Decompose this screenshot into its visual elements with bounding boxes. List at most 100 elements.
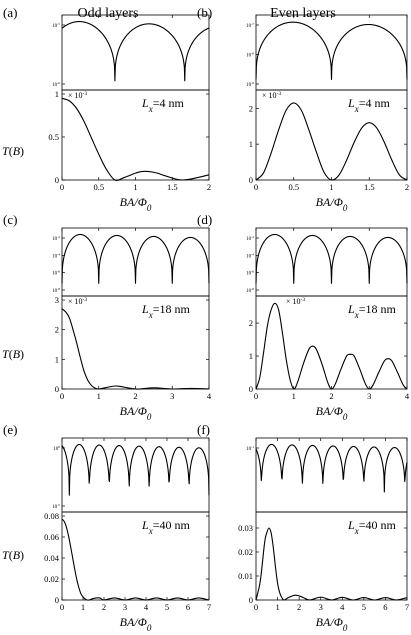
- log-series-line: [255, 443, 408, 493]
- y-tick-label: 2: [55, 325, 59, 335]
- x-tick-label: 5: [165, 602, 169, 612]
- transmission-series-line: [61, 308, 210, 390]
- y-tick-label: 0.02: [44, 574, 59, 584]
- log-series-line: [61, 21, 210, 82]
- x-tick-label: 3: [367, 391, 371, 401]
- panel-label: (b): [197, 5, 212, 20]
- y-tick-label: 2: [249, 103, 253, 113]
- y-tick-label: 0.06: [44, 532, 59, 542]
- y-tick-label: 1: [249, 351, 253, 361]
- y-tick-label: 0: [55, 384, 59, 394]
- linear-panel-frame: [61, 89, 210, 181]
- log-series-line: [255, 21, 408, 81]
- log-tick-label: 10-7: [246, 22, 254, 29]
- y-tick-label: 0.02: [238, 547, 253, 557]
- annotation-Lx: Lx=40 nm: [141, 518, 190, 536]
- x-axis-label: BA/Φ0: [316, 195, 348, 213]
- log-series-line: [61, 443, 210, 496]
- scale-multiplier: × 10-3: [68, 297, 87, 306]
- x-tick-label: 6: [383, 602, 387, 612]
- log-tick-label: 10-8: [246, 287, 254, 294]
- x-tick-label: 4: [144, 602, 149, 612]
- x-tick-label: 4: [340, 602, 345, 612]
- x-tick-label: 1: [81, 602, 85, 612]
- annotation-Lx: Lx=4 nm: [347, 96, 390, 114]
- y-tick-label: 0: [249, 175, 253, 185]
- panel-label: (d): [197, 212, 212, 227]
- x-tick-label: 0.5: [93, 182, 104, 192]
- annotation-Lx: Lx=4 nm: [141, 96, 184, 114]
- column-title-even: Even layers: [270, 6, 336, 21]
- panel-5: (f) 10-1 0 0.01 0.02 0.03 0 1 2 3 4 5 6 7 BA/Φ0 Lx=40 n…: [197, 422, 409, 633]
- x-axis-label: BA/Φ0: [120, 195, 152, 213]
- y-axis-label-1: T(B): [2, 347, 24, 361]
- x-tick-label: 2: [297, 602, 301, 612]
- y-axis-label-0: T(B): [2, 144, 24, 158]
- y-tick-label: 0.03: [238, 523, 253, 533]
- panel-3: (d) 10-2 10-4 10-6 10-8 0 1 2 0 1 2 3 4 BA/Φ0 Lx=18 nm…: [197, 212, 410, 422]
- x-tick-label: 1: [133, 182, 137, 192]
- y-tick-label: 0.5: [48, 132, 59, 142]
- log-tick-label: 10-8: [52, 287, 60, 294]
- transmission-series-line: [255, 527, 408, 601]
- log-tick-label: 10-6: [246, 270, 254, 277]
- log-tick-label: 10-6: [52, 270, 60, 277]
- y-tick-label: 1: [249, 139, 253, 149]
- annotation-Lx: Lx=18 nm: [347, 302, 396, 320]
- log-tick-label: 10-2: [246, 235, 254, 242]
- y-tick-label: 0: [55, 595, 59, 605]
- y-tick-label: 0.08: [44, 511, 59, 521]
- x-tick-label: 4: [207, 391, 212, 401]
- panel-0: (a) 10-5 10-6 0 0.5 1 0 0.5 1 1.5 2 BA/Φ0 Lx=4 nm × 1…: [3, 5, 211, 213]
- x-tick-label: 7: [405, 602, 409, 612]
- annotation-Lx: Lx=18 nm: [141, 302, 190, 320]
- panel-label: (e): [3, 422, 17, 437]
- transmission-series-line: [61, 97, 210, 181]
- y-tick-label: 2: [249, 318, 253, 328]
- panel-label: (a): [3, 5, 17, 20]
- y-tick-label: 0.01: [238, 571, 253, 581]
- x-tick-label: 0: [60, 602, 64, 612]
- panel-label: (f): [197, 422, 210, 437]
- y-tick-label: 0: [55, 175, 59, 185]
- x-tick-label: 0: [254, 391, 258, 401]
- y-tick-label: 0: [249, 595, 253, 605]
- log-tick-label: 100: [53, 445, 60, 452]
- x-tick-label: 0.5: [288, 182, 299, 192]
- transmission-series-line: [61, 518, 210, 601]
- x-tick-label: 1: [329, 182, 333, 192]
- log-tick-label: 10-1: [246, 445, 254, 452]
- x-axis-label: BA/Φ0: [316, 615, 348, 633]
- x-tick-label: 0: [254, 602, 258, 612]
- log-tick-label: 10-6: [52, 81, 60, 88]
- panel-2: (c) 10-2 10-4 10-6 10-8 0 1 2 3 0 1 2 3 4 BA/Φ0 Lx=18 n…: [3, 212, 212, 422]
- x-tick-label: 2: [405, 182, 409, 192]
- x-tick-label: 6: [186, 602, 190, 612]
- x-tick-label: 2: [133, 391, 137, 401]
- y-tick-label: 1: [55, 89, 59, 99]
- transmission-series-line: [255, 302, 408, 390]
- panel-4: (e) 100 10-5 0 0.02 0.04 0.06 0.08 0 1 2 3 4 5 6 7 BA/Φ0…: [3, 422, 211, 633]
- log-tick-label: 10-8: [246, 52, 254, 59]
- log-tick-label: 10-5: [52, 22, 60, 29]
- x-tick-label: 1: [275, 602, 279, 612]
- transmission-series-line: [255, 102, 408, 181]
- log-series-line: [255, 233, 408, 284]
- y-axis-label-2: T(B): [2, 548, 24, 562]
- x-axis-label: BA/Φ0: [120, 615, 152, 633]
- x-tick-label: 3: [123, 602, 127, 612]
- x-tick-label: 0: [254, 182, 258, 192]
- x-tick-label: 5: [362, 602, 366, 612]
- scale-multiplier: × 10-3: [286, 297, 305, 306]
- y-tick-label: 0: [249, 384, 253, 394]
- log-tick-label: 10-5: [52, 503, 60, 510]
- panel-1: (b) 10-7 10-8 10-9 0 1 2 0 0.5 1 1.5 2 BA/Φ0 Lx=4 nm ×…: [197, 5, 409, 213]
- x-tick-label: 4: [405, 391, 410, 401]
- annotation-Lx: Lx=40 nm: [347, 518, 396, 536]
- log-tick-label: 10-9: [246, 81, 254, 88]
- log-series-line: [61, 233, 210, 284]
- x-axis-label: BA/Φ0: [120, 404, 152, 422]
- x-tick-label: 1: [292, 391, 296, 401]
- x-axis-label: BA/Φ0: [316, 404, 348, 422]
- x-tick-label: 1: [97, 391, 101, 401]
